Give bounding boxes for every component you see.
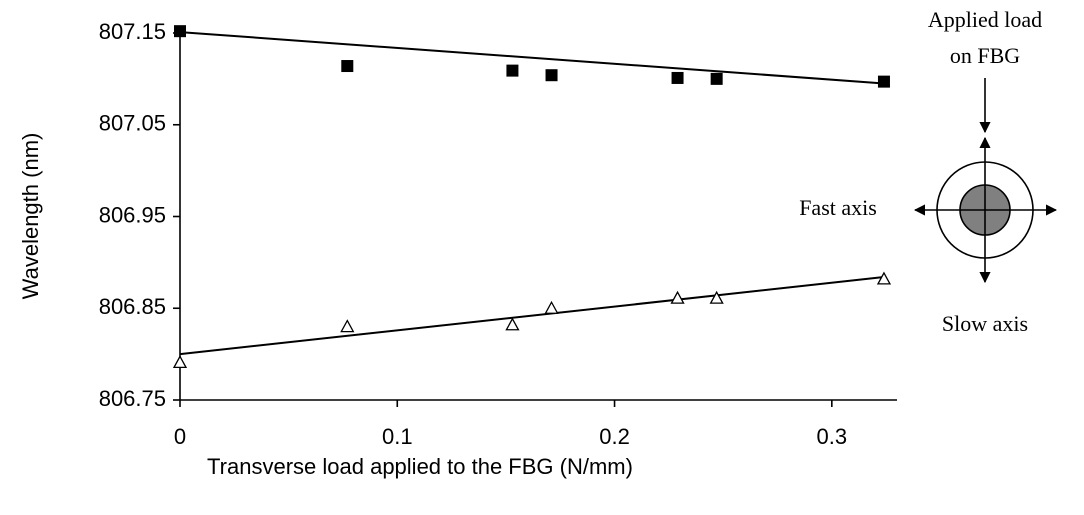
y-axis-title: Wavelength (nm): [18, 133, 43, 300]
point: [505, 317, 520, 331]
annotation: Applied load: [928, 7, 1042, 32]
point: [877, 75, 890, 88]
annotation: on FBG: [950, 43, 1020, 68]
y-tick-label: 806.95: [99, 202, 166, 227]
point: [341, 60, 354, 73]
x-tick-label: 0.3: [817, 424, 848, 449]
annotation: Slow axis: [942, 311, 1028, 336]
y-tick-label: 807.15: [99, 19, 166, 44]
point: [172, 355, 188, 369]
y-tick-label: 806.85: [99, 294, 166, 319]
x-axis-title: Transverse load applied to the FBG (N/mm…: [207, 454, 633, 479]
fit-line: [179, 276, 885, 356]
point: [544, 300, 559, 314]
point: [671, 71, 684, 84]
point: [174, 25, 186, 38]
y-tick-label: 807.05: [99, 111, 166, 136]
x-tick-label: 0: [174, 424, 186, 449]
y-tick-label: 806.75: [99, 386, 166, 411]
fiber-diagram: [913, 78, 1058, 284]
point: [340, 319, 355, 333]
point: [670, 290, 685, 304]
point: [506, 64, 519, 77]
point: [545, 69, 558, 82]
point: [709, 290, 724, 304]
fit-line: [179, 31, 885, 85]
annotation: Fast axis: [799, 195, 877, 220]
point: [876, 271, 892, 285]
point: [710, 72, 723, 85]
x-tick-label: 0.2: [599, 424, 630, 449]
x-tick-label: 0.1: [382, 424, 413, 449]
